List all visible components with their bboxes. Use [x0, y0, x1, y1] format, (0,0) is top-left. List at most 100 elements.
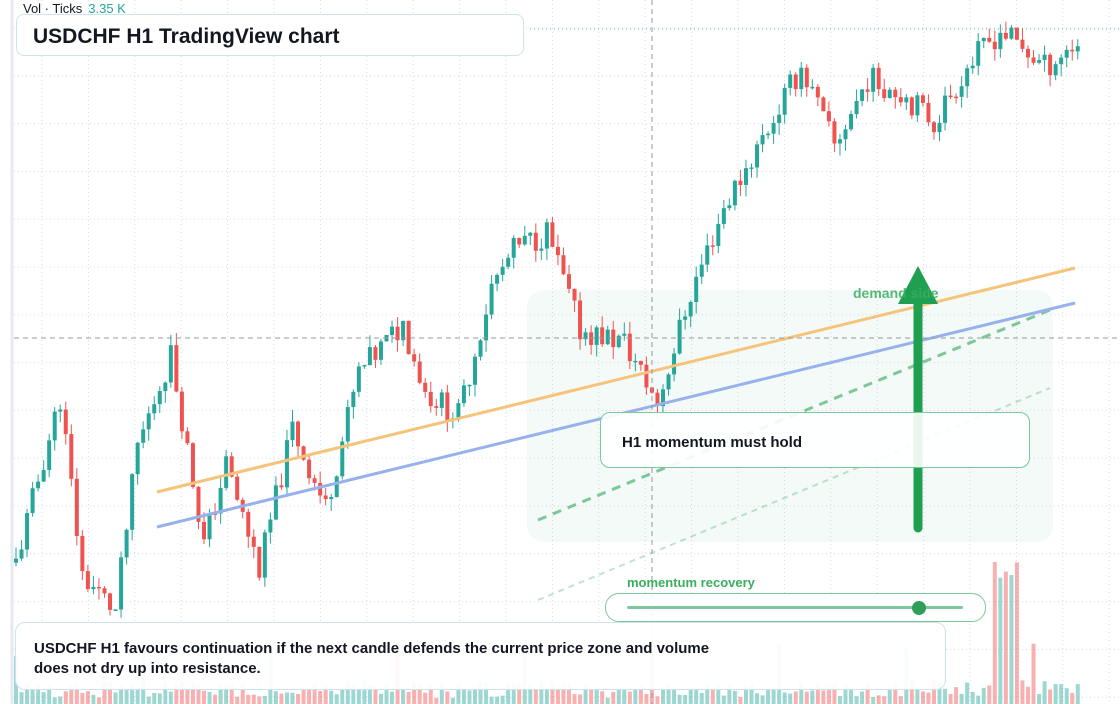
candle-body [871, 67, 876, 92]
volume-bar [124, 689, 129, 704]
candle-body [152, 404, 157, 414]
candle-body [108, 593, 113, 610]
candle-body [804, 67, 809, 88]
volume-bar [976, 695, 981, 704]
volume-bar [920, 691, 925, 704]
candle-body [130, 474, 135, 530]
candle-body [235, 476, 240, 500]
volume-bar [992, 562, 997, 704]
candle-body [378, 341, 383, 360]
volume-bar [699, 692, 704, 704]
candle-body [898, 97, 903, 103]
volume-bar [423, 692, 428, 704]
momentum-slider[interactable] [605, 593, 986, 622]
candle-body [672, 353, 677, 375]
volume-bar [965, 682, 970, 704]
candle-body [1009, 27, 1014, 39]
candle-body [705, 245, 710, 265]
candle-body [555, 246, 560, 256]
candle-body [965, 68, 970, 87]
candle-body [583, 332, 588, 340]
volume-bar [539, 681, 544, 704]
volume-bar [484, 681, 489, 704]
volume-bar [384, 684, 389, 704]
volume-bar [218, 685, 223, 704]
candle-body [74, 478, 79, 536]
candle-body [168, 345, 173, 383]
candle-body [141, 429, 146, 443]
volume-bar [926, 692, 931, 704]
volume-bar [887, 686, 892, 704]
demand-zone-lower-line [537, 387, 1051, 601]
volume-bar [378, 693, 383, 704]
volume-bar [329, 690, 334, 704]
candle-body [262, 532, 267, 578]
volume-bar [262, 695, 267, 704]
volume-bar [611, 691, 616, 704]
candle-body [135, 442, 140, 475]
volume-bar [495, 696, 500, 704]
candle-body [959, 86, 964, 97]
volume-bar [367, 684, 372, 704]
chart-grid [14, 0, 1120, 704]
candle-body [992, 41, 997, 50]
candle-body [539, 248, 544, 251]
volume-bar [340, 689, 345, 704]
volume-bar [1075, 683, 1080, 704]
momentum-knob[interactable] [912, 601, 927, 615]
candle-body [755, 144, 760, 168]
volume-bar [771, 690, 776, 704]
volume-bar [318, 690, 323, 704]
volume-bar [356, 687, 361, 704]
candle-body [644, 364, 649, 388]
candle-body [777, 114, 782, 123]
candle-body [1053, 64, 1058, 76]
candle-body [124, 529, 129, 558]
candle-body [821, 97, 826, 112]
candle-body [766, 133, 771, 136]
volume-label: Vol · Ticks [23, 1, 83, 16]
candle-body [909, 97, 914, 116]
candle-body [102, 588, 107, 594]
volume-bar [600, 691, 605, 704]
volume-bar [644, 693, 649, 704]
volume-bar [937, 682, 942, 704]
candlesticks [14, 21, 1080, 618]
candle-body [390, 326, 395, 336]
candle-body [218, 487, 223, 514]
volume-bar [898, 696, 903, 704]
volume-bar [517, 684, 522, 704]
candle-body [677, 319, 682, 354]
candle-body [1014, 27, 1019, 40]
volume-bar [1014, 562, 1019, 704]
volume-bar [688, 688, 693, 704]
volume-bar [157, 693, 162, 704]
volume-bar [732, 690, 737, 704]
candle-body [981, 37, 986, 42]
momentum-callout: H1 momentum must hold [600, 412, 1030, 468]
volume-bar [301, 686, 306, 704]
candle-body [970, 65, 975, 69]
volume-bar [251, 694, 256, 704]
candle-body [80, 535, 85, 572]
volume-bar [91, 694, 96, 704]
candle-body [229, 456, 234, 477]
volume-bar [130, 684, 135, 704]
chart-title: USDCHF H1 TradingView chart [33, 25, 340, 48]
volume-bar [373, 686, 378, 704]
candle-body [329, 496, 334, 500]
volume-bar [915, 688, 920, 704]
candle-body [749, 167, 754, 169]
candle-body [1075, 46, 1080, 52]
volume-bar [307, 688, 312, 704]
candle-body [290, 421, 295, 441]
candle-body [367, 347, 372, 366]
volume-bar [594, 688, 599, 704]
volume-bar [605, 697, 610, 704]
candle-body [688, 302, 693, 317]
candle-body [1025, 48, 1030, 58]
volume-bar [41, 692, 46, 704]
volume-bar [561, 684, 566, 704]
volume-legend: Vol · Ticks 3.35 K [23, 1, 126, 16]
